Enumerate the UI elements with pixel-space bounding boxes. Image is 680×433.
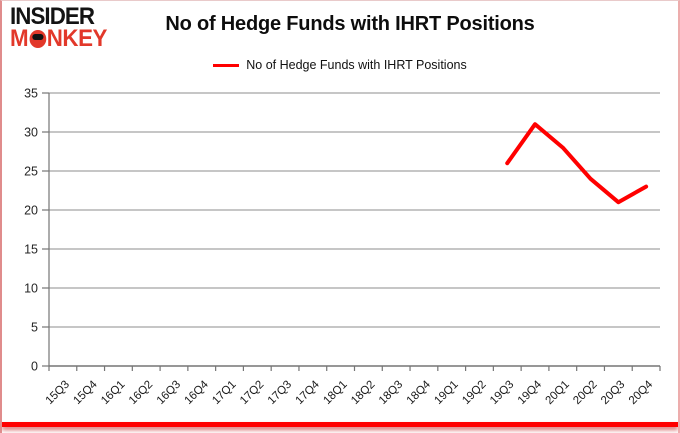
x-axis-label: 15Q3	[44, 379, 72, 407]
x-axis-label: 19Q3	[488, 379, 516, 407]
x-axis-label: 18Q1	[321, 379, 349, 407]
y-axis-label: 0	[31, 360, 38, 374]
x-axis-label: 17Q4	[294, 378, 323, 407]
bottom-red-bar	[2, 422, 678, 427]
x-axis-label: 18Q3	[377, 379, 405, 407]
x-axis-label: 16Q3	[155, 379, 183, 407]
y-axis-label: 5	[31, 321, 38, 335]
x-axis-label: 20Q3	[599, 379, 627, 407]
y-axis-label: 20	[24, 204, 38, 218]
x-axis-label: 16Q4	[182, 378, 211, 407]
y-axis-label: 15	[24, 243, 38, 257]
x-axis-label: 17Q3	[266, 379, 294, 407]
y-axis-label: 25	[24, 165, 38, 179]
legend-line-swatch	[213, 63, 240, 67]
x-axis-label: 17Q2	[238, 379, 266, 407]
logo-line1: INSIDER	[10, 3, 95, 30]
x-axis-label: 16Q2	[127, 379, 155, 407]
legend-label: No of Hedge Funds with IHRT Positions	[246, 58, 467, 72]
x-axis-label: 20Q1	[544, 379, 572, 407]
x-axis-label: 17Q1	[210, 379, 238, 407]
y-axis-label: 30	[24, 126, 38, 140]
monkey-face-icon	[29, 30, 46, 49]
chart-title: No of Hedge Funds with IHRT Positions	[165, 13, 535, 35]
y-axis-label: 35	[24, 87, 38, 101]
legend: No of Hedge Funds with IHRT Positions	[2, 58, 678, 72]
x-axis-label: 19Q2	[460, 379, 488, 407]
x-axis-label: 16Q1	[99, 379, 127, 407]
x-axis-label: 19Q1	[432, 379, 460, 407]
x-axis-label: 20Q2	[571, 379, 599, 407]
x-axis-label: 15Q4	[71, 378, 100, 407]
x-axis-label: 18Q2	[349, 379, 377, 407]
y-axis-label: 10	[24, 282, 38, 296]
series-line	[505, 122, 649, 205]
x-axis-label: 19Q4	[516, 378, 545, 407]
x-axis-label: 18Q4	[405, 378, 434, 407]
x-axis-label: 20Q4	[627, 378, 656, 407]
